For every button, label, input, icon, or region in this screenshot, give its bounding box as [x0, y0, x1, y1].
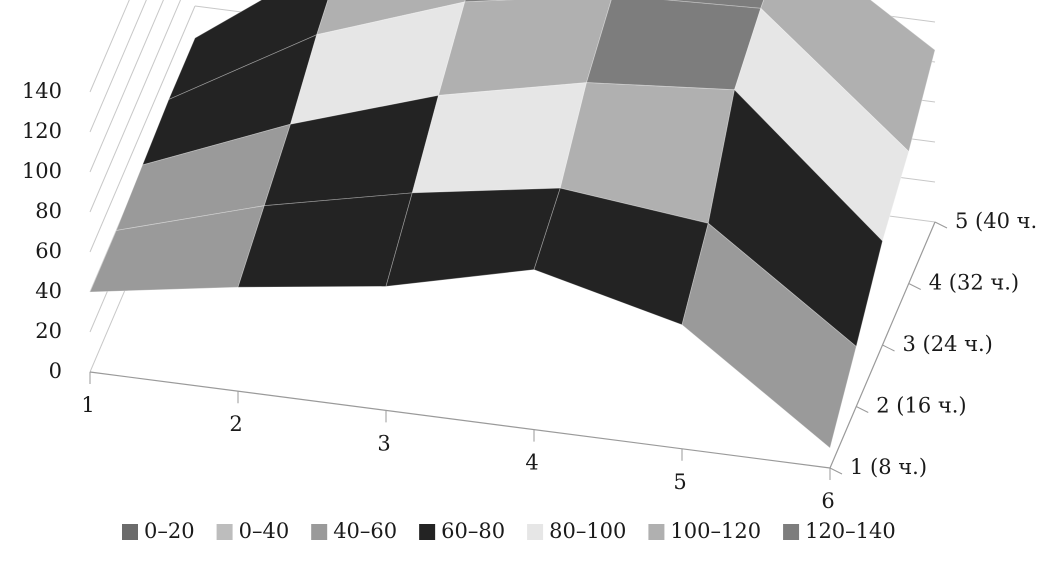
gridline-left-6	[89, 0, 147, 133]
x-tick-label: 4	[525, 451, 538, 475]
legend-swatch	[216, 524, 233, 540]
depth-tick-mark	[934, 221, 948, 229]
z-axis-ticks: 0 20 40 60 80 100 120 140	[22, 79, 62, 383]
x-tick-label: 2	[229, 412, 242, 436]
surface-cell	[167, 0, 329, 101]
legend-label: 60–80	[441, 519, 505, 543]
depth-tick-mark	[882, 344, 895, 352]
z-tick-label: 80	[35, 199, 62, 223]
x-tick-label: 5	[673, 470, 686, 494]
legend-swatch	[648, 524, 665, 540]
surface-cell	[681, 222, 857, 449]
surface-cell	[707, 88, 883, 348]
y-axis-ticks: 1 (8 ч.) 2 (16 ч.) 3 (24 ч.) 4 (32 ч.) 5 (40…	[829, 209, 1037, 479]
depth-tick-label: 2 (16 ч.)	[876, 394, 966, 418]
legend-label: 0–40	[239, 519, 290, 543]
z-tick-label: 0	[49, 359, 62, 383]
z-tick-label: 60	[35, 239, 62, 263]
depth-tick-mark	[856, 406, 869, 413]
x-tick-label: 3	[377, 431, 390, 455]
surface-cell	[734, 7, 910, 242]
legend-swatch	[783, 524, 800, 540]
z-tick-label: 120	[22, 119, 62, 143]
surface-cell	[237, 192, 413, 288]
depth-tick-mark	[829, 467, 843, 475]
legend-swatch	[527, 524, 544, 540]
legend-label: 120–140	[805, 519, 896, 543]
legend-swatch	[311, 524, 328, 540]
surface-cell	[411, 82, 588, 194]
surface-cell	[760, 0, 936, 153]
z-tick-label: 140	[22, 79, 62, 103]
surface-cell	[385, 187, 561, 287]
x-tick-label: 6	[821, 489, 834, 513]
legend-label: 80–100	[549, 519, 626, 543]
x-axis-line	[89, 371, 831, 469]
surface-cell	[663, 0, 765, 9]
x-axis-ticks: 1 2 3 4 5 6	[81, 372, 835, 513]
gridline-left-4	[89, 0, 182, 213]
gridline-left-5	[89, 0, 164, 173]
depth-tick-mark	[908, 283, 921, 290]
depth-tick-label: 5 (40 ч.)	[955, 209, 1037, 233]
gridline-left-7	[89, 0, 130, 93]
surface	[89, 0, 936, 449]
gridline-left-3	[89, 5, 196, 253]
depth-tick-label: 3 (24 ч.)	[903, 332, 993, 356]
legend-label: 0–20	[144, 519, 195, 543]
legend-label: 100–120	[670, 519, 761, 543]
surface-cell	[585, 0, 762, 91]
legend-swatch	[122, 524, 138, 540]
legend: 0–20 0–40 40–60 60–80 80–100 100–120 120–140	[122, 519, 896, 543]
z-tick-label: 20	[35, 319, 62, 343]
legend-swatch	[419, 524, 436, 540]
z-tick-label: 40	[35, 279, 62, 303]
depth-tick-label: 1 (8 ч.)	[850, 455, 927, 479]
x-tick-label: 1	[81, 393, 94, 417]
z-tick-label: 100	[22, 159, 62, 183]
depth-tick-label: 4 (32 ч.)	[929, 271, 1019, 295]
legend-label: 40–60	[333, 519, 397, 543]
surface-cell	[316, 0, 466, 36]
surface-cell	[464, 0, 515, 3]
